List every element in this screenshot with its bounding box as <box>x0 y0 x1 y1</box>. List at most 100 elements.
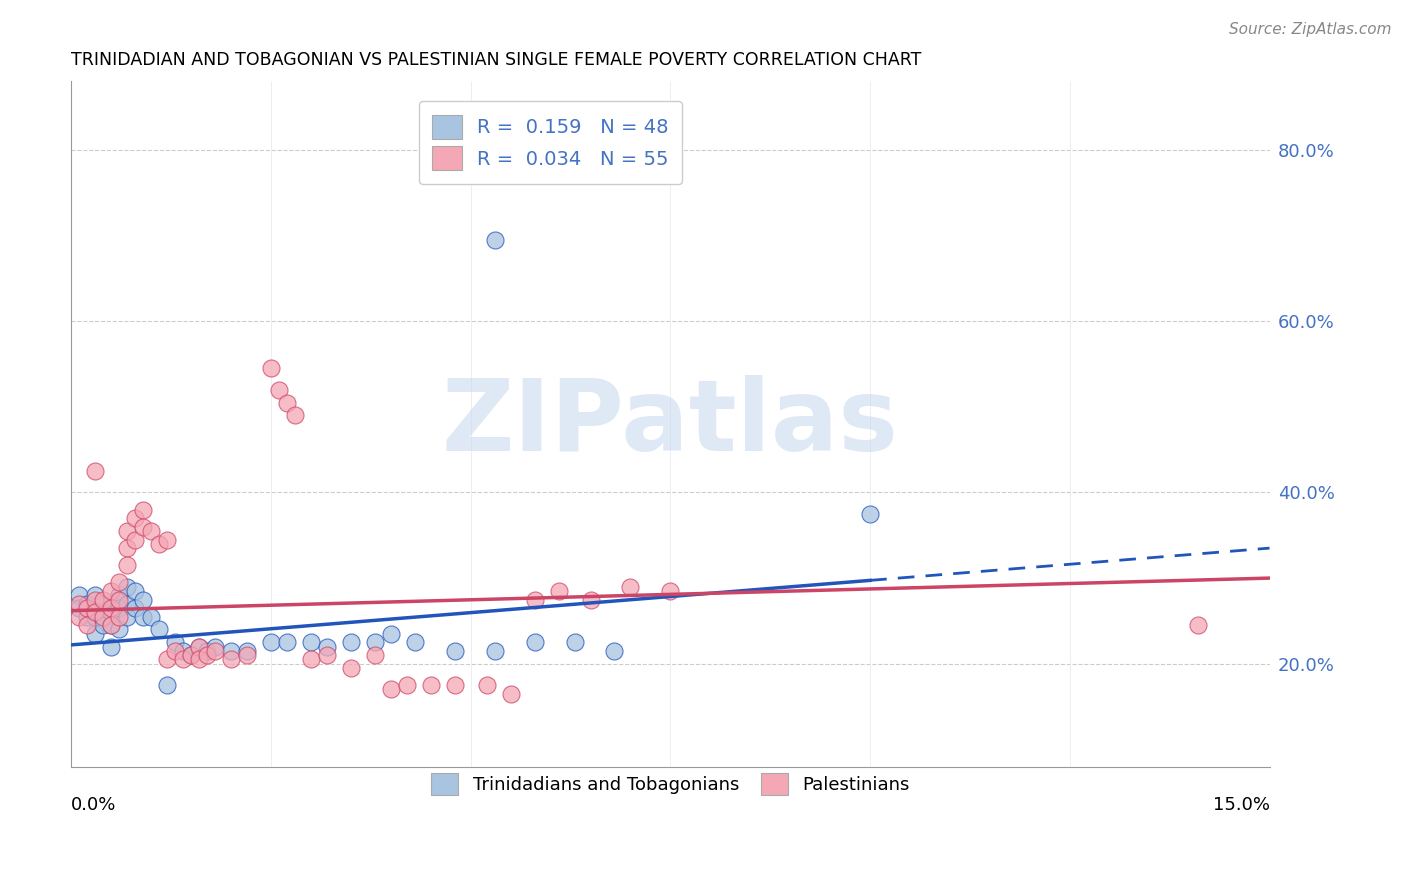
Point <box>165 644 187 658</box>
Point <box>100 618 122 632</box>
Point <box>115 597 138 611</box>
Point <box>364 635 387 649</box>
Point <box>395 678 418 692</box>
Point <box>219 652 242 666</box>
Point <box>484 233 506 247</box>
Point <box>260 635 283 649</box>
Point <box>276 635 298 649</box>
Point <box>115 524 138 538</box>
Point <box>148 537 170 551</box>
Point <box>124 511 146 525</box>
Point <box>124 601 146 615</box>
Point <box>108 601 131 615</box>
Text: 15.0%: 15.0% <box>1212 797 1270 814</box>
Point <box>188 640 211 654</box>
Point <box>139 609 162 624</box>
Point <box>547 583 569 598</box>
Point <box>84 592 107 607</box>
Point <box>188 652 211 666</box>
Point <box>195 644 218 658</box>
Point <box>84 609 107 624</box>
Point <box>115 609 138 624</box>
Point <box>523 635 546 649</box>
Point <box>404 635 426 649</box>
Point <box>299 652 322 666</box>
Point <box>156 678 179 692</box>
Point <box>108 623 131 637</box>
Point <box>108 609 131 624</box>
Point <box>91 597 114 611</box>
Point <box>91 609 114 624</box>
Point <box>219 644 242 658</box>
Point <box>100 601 122 615</box>
Point <box>108 588 131 602</box>
Point <box>315 648 337 662</box>
Point <box>603 644 626 658</box>
Point <box>76 597 98 611</box>
Point <box>236 648 259 662</box>
Point <box>67 588 90 602</box>
Point <box>523 592 546 607</box>
Point <box>100 618 122 632</box>
Legend: Trinidadians and Tobagonians, Palestinians: Trinidadians and Tobagonians, Palestinia… <box>425 765 917 802</box>
Point <box>267 383 290 397</box>
Point <box>165 635 187 649</box>
Point <box>108 575 131 590</box>
Point <box>204 644 226 658</box>
Point <box>1187 618 1209 632</box>
Point <box>619 580 641 594</box>
Point <box>579 592 602 607</box>
Point <box>284 409 307 423</box>
Point <box>564 635 586 649</box>
Text: TRINIDADIAN AND TOBAGONIAN VS PALESTINIAN SINGLE FEMALE POVERTY CORRELATION CHAR: TRINIDADIAN AND TOBAGONIAN VS PALESTINIA… <box>72 51 921 69</box>
Point <box>180 648 202 662</box>
Point <box>91 618 114 632</box>
Point <box>139 524 162 538</box>
Point <box>76 601 98 615</box>
Point <box>108 592 131 607</box>
Point <box>100 583 122 598</box>
Point <box>67 597 90 611</box>
Text: Source: ZipAtlas.com: Source: ZipAtlas.com <box>1229 22 1392 37</box>
Point <box>172 652 194 666</box>
Point <box>484 644 506 658</box>
Point <box>100 640 122 654</box>
Point <box>443 644 465 658</box>
Point <box>124 533 146 547</box>
Point <box>380 626 402 640</box>
Point <box>132 502 155 516</box>
Point <box>67 609 90 624</box>
Point <box>195 648 218 662</box>
Point <box>859 507 882 521</box>
Point <box>299 635 322 649</box>
Point <box>172 644 194 658</box>
Point <box>115 541 138 555</box>
Point <box>340 661 363 675</box>
Point <box>204 640 226 654</box>
Point <box>659 583 682 598</box>
Point <box>276 395 298 409</box>
Point <box>148 623 170 637</box>
Point <box>124 583 146 598</box>
Point <box>499 687 522 701</box>
Point <box>443 678 465 692</box>
Point <box>67 601 90 615</box>
Point <box>156 652 179 666</box>
Point <box>76 618 98 632</box>
Point <box>315 640 337 654</box>
Point <box>132 592 155 607</box>
Point <box>132 519 155 533</box>
Point <box>84 464 107 478</box>
Point <box>419 678 441 692</box>
Point <box>84 626 107 640</box>
Point <box>188 640 211 654</box>
Point <box>132 609 155 624</box>
Point <box>364 648 387 662</box>
Point <box>475 678 498 692</box>
Point <box>84 588 107 602</box>
Point <box>340 635 363 649</box>
Point <box>84 605 107 619</box>
Point <box>76 609 98 624</box>
Text: 0.0%: 0.0% <box>72 797 117 814</box>
Point <box>236 644 259 658</box>
